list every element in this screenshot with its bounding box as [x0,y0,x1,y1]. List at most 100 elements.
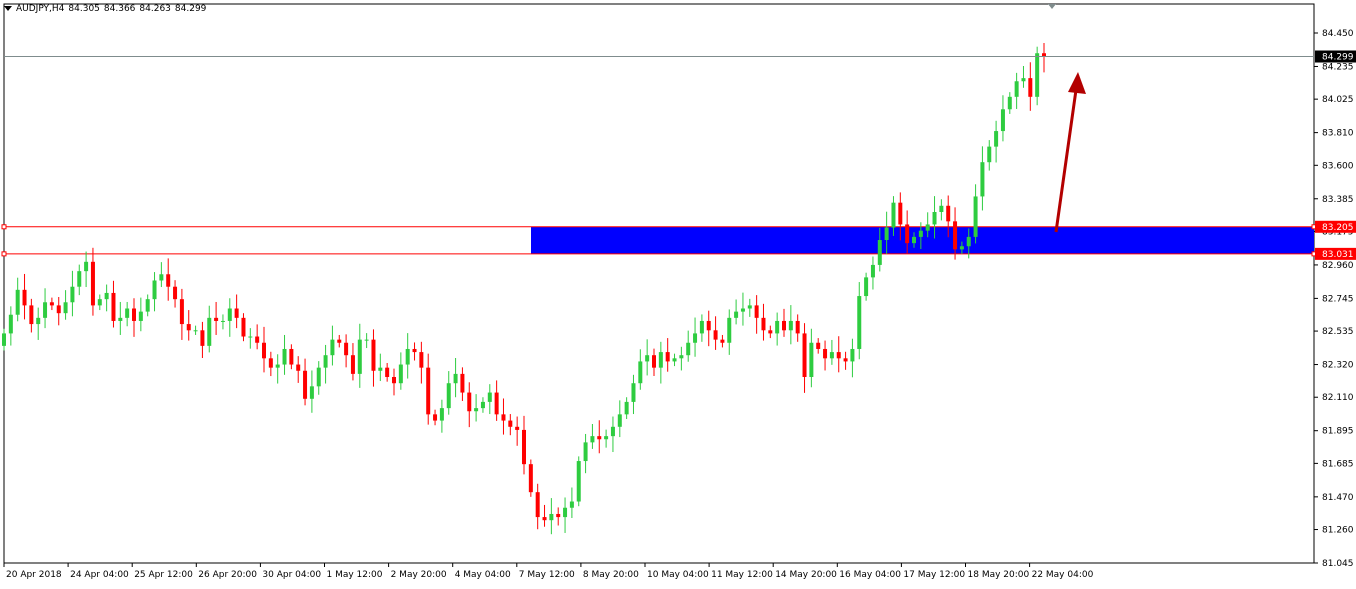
candle-body [1021,78,1026,82]
candle-body [398,364,403,384]
candle-body [392,376,396,384]
trend-arrow-shaft[interactable] [1054,89,1078,233]
candle-body [166,274,171,287]
candle-body [987,146,992,163]
x-tick-label: 4 May 04:00 [455,570,511,580]
y-tick-label: 82.535 [1322,327,1354,337]
candle-body [515,426,520,430]
candle-body [953,221,958,250]
candle-body [768,330,773,334]
x-tick-label: 18 May 20:00 [968,570,1030,580]
candle-body [371,339,376,371]
candle-body [782,320,786,331]
high-value: 84.366 [103,4,136,14]
candle-body [604,436,609,440]
candle-body [843,358,848,362]
candle-body [734,311,739,318]
y-tick-label: 83.600 [1322,161,1354,171]
low-value: 84.263 [139,4,171,14]
candle-body [159,274,164,281]
candle-body [576,461,581,502]
candle-body [973,196,978,237]
candle-body [590,436,595,443]
candle-body [193,330,198,332]
candle-body [624,401,629,415]
x-tick-label: 24 Apr 04:00 [70,570,129,580]
x-tick-label: 30 Apr 04:00 [262,570,321,580]
candle-body [542,517,547,521]
current-price-label: 84.299 [1322,53,1354,63]
candle-body [111,292,116,321]
x-tick-label: 8 May 20:00 [583,570,639,580]
candle-body [556,513,561,518]
candle-body [268,358,273,368]
x-tick-label: 20 Apr 2018 [6,570,62,580]
candle-body [693,333,698,343]
candle-body [84,261,89,272]
candle-body [227,308,232,321]
candle-body [713,330,718,340]
candle-body [453,373,458,384]
candle-body [877,240,882,265]
candle-body [296,364,301,371]
candle-body [97,299,102,306]
candle-body [740,308,745,312]
plot-frame [3,3,1315,564]
candle-body [378,367,383,371]
zone-price-badge [1315,247,1356,260]
candle-body [508,420,513,427]
candle-body [173,286,178,300]
candle-body [207,317,212,346]
zone-handle[interactable] [1,224,7,230]
candle-body [241,317,246,337]
candle-body [939,205,944,213]
candle-body [323,355,328,368]
candle-body [70,286,75,303]
candle-body [364,339,369,341]
candle-body [446,383,451,409]
y-axis: 84.45084.23584.02583.81083.60083.38583.1… [1314,29,1354,569]
zone-handle[interactable] [1,251,7,257]
dropdown-triangle-icon[interactable] [4,6,12,11]
candle-body [706,320,711,331]
candle-body [49,302,54,306]
candle-body [248,336,253,338]
candle-body [405,348,410,365]
candle-body [8,314,13,334]
candle-body [823,348,828,359]
candle-body [679,355,684,359]
candle-body [946,205,951,222]
candle-body [898,202,903,225]
candle-body [337,339,342,343]
x-tick-label: 1 May 12:00 [327,570,383,580]
candle-body [138,311,143,321]
candle-body [63,302,68,314]
candle-body [672,358,677,362]
candle-body [419,352,424,368]
y-tick-label: 82.110 [1322,393,1354,403]
close-value: 84.299 [174,4,207,14]
candle-body [200,330,205,346]
trend-arrow-head-icon [1068,72,1086,94]
x-tick-label: 16 May 04:00 [839,570,901,580]
candle-body [152,280,157,300]
candle-body [179,299,184,325]
candle-body [1007,96,1012,110]
candle-body [118,317,123,321]
x-axis: 20 Apr 2018 24 Apr 04:00 25 Apr 12:00 26 Ap… [3,563,1094,580]
x-tick-label: 2 May 20:00 [391,570,447,580]
y-tick-label: 83.385 [1322,195,1354,205]
candle-body [994,131,999,147]
candle-body [214,317,219,321]
candle-body [234,308,239,318]
current-price-badge [1315,50,1356,63]
candle-body [617,414,622,427]
x-tick-label: 17 May 12:00 [903,570,965,580]
candle-body [775,320,780,334]
candle-body [494,392,499,415]
candle-body [467,392,472,412]
candle-body [891,202,896,228]
candle-body [474,408,479,412]
